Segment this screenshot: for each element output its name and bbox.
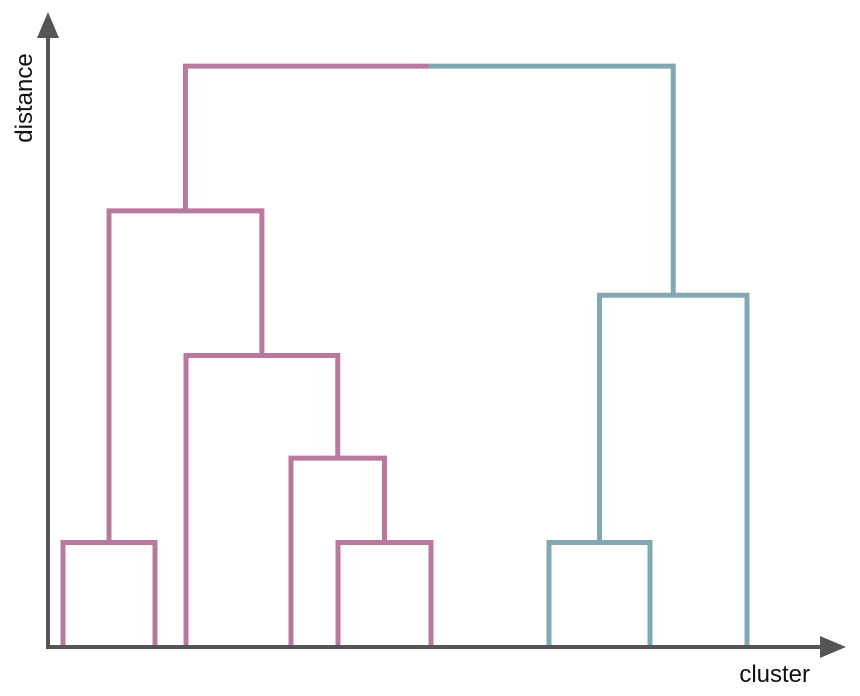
dendrogram-link-a2 — [335, 539, 434, 645]
x-axis-label: cluster — [739, 661, 810, 688]
x-axis-arrow-icon — [820, 636, 846, 658]
dendrogram-link-b2 — [597, 292, 750, 645]
dendrogram-links — [60, 63, 750, 645]
dendrogram-link-a4 — [183, 353, 341, 645]
dendrogram-link-b1 — [546, 539, 653, 645]
y-axis-arrow-icon — [37, 12, 59, 38]
y-axis-label: distance — [11, 53, 38, 142]
dendrogram-root-link-right — [429, 63, 676, 296]
dendrogram-link-a1 — [60, 539, 158, 645]
dendrogram-root-link-left — [182, 63, 430, 211]
axes: distance cluster — [11, 12, 846, 688]
